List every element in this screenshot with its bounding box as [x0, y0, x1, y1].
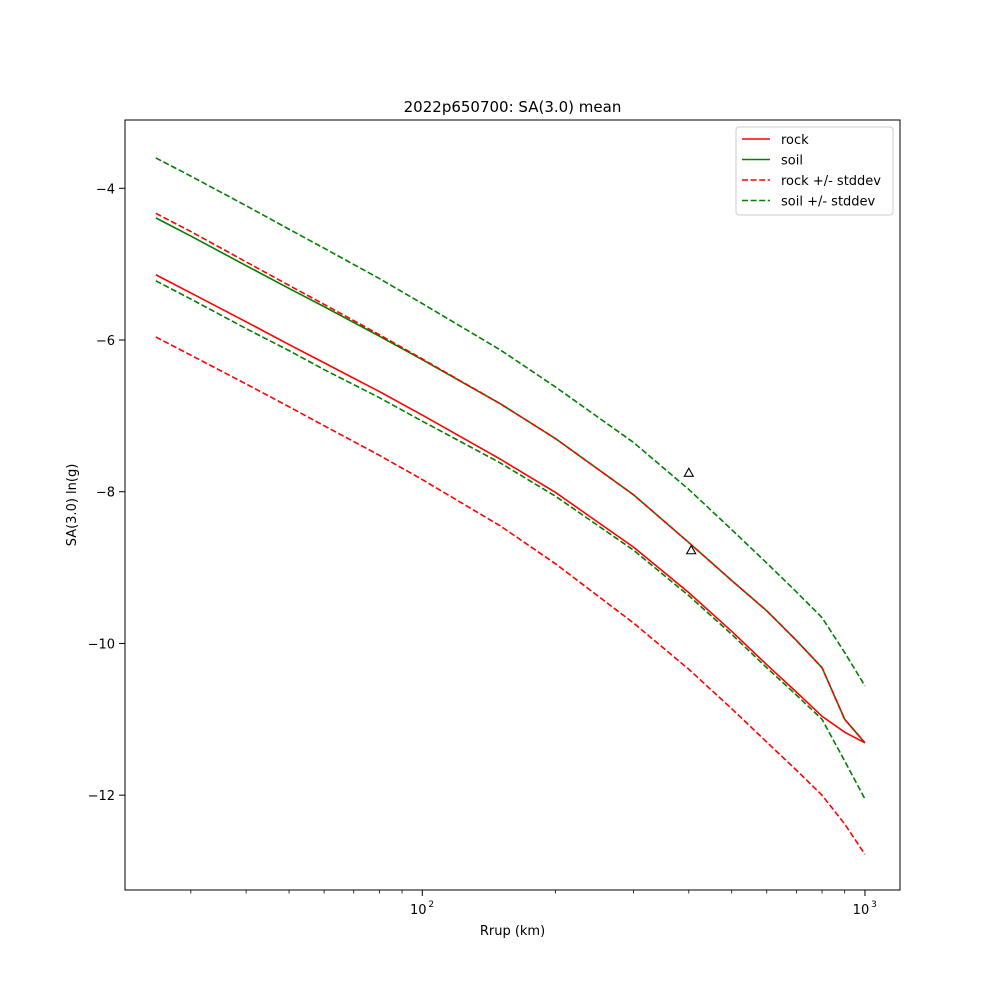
plot-frame: [124, 119, 901, 891]
x-tick-exponent: 2: [428, 900, 434, 910]
series-lines: [155, 157, 866, 855]
y-tick-label: −6: [96, 334, 115, 349]
y-tick-label: −10: [88, 637, 115, 652]
y-axis-title: SA(3.0) ln(g): [65, 464, 80, 547]
chart-title: 2022p650700: SA(3.0) mean: [404, 98, 622, 116]
y-tick-label: −8: [96, 486, 115, 501]
legend: rock soil rock +/- stddev soil +/- stddev: [735, 126, 894, 216]
legend-label-soil: soil: [781, 154, 803, 169]
series-line-soil-stddev: [155, 157, 866, 687]
axes: 10 2 10 3−4−6−8−10−12: [88, 119, 901, 918]
y-tick-label: −12: [88, 789, 115, 804]
x-tick-label: 10: [853, 903, 870, 918]
series-line-rock-stddev: [155, 212, 866, 744]
x-tick-exponent: 3: [871, 900, 877, 910]
legend-label-rock-stddev: rock +/- stddev: [781, 174, 881, 189]
legend-label-soil-stddev: soil +/- stddev: [781, 195, 876, 210]
series-line-rock: [155, 274, 866, 744]
series-line-rock-stddev-lower: [155, 336, 866, 855]
observation-marker-1: [683, 467, 695, 477]
observation-marker-2: [685, 544, 697, 555]
x-tick-label: 10: [410, 903, 427, 918]
series-line-soil-stddev-lower: [155, 280, 866, 800]
legend-label-rock: rock: [781, 133, 809, 148]
y-tick-label: −4: [96, 182, 115, 197]
legend-box: [735, 126, 894, 216]
x-axis-title: Rrup (km): [480, 924, 545, 939]
plot-area: [155, 157, 866, 855]
